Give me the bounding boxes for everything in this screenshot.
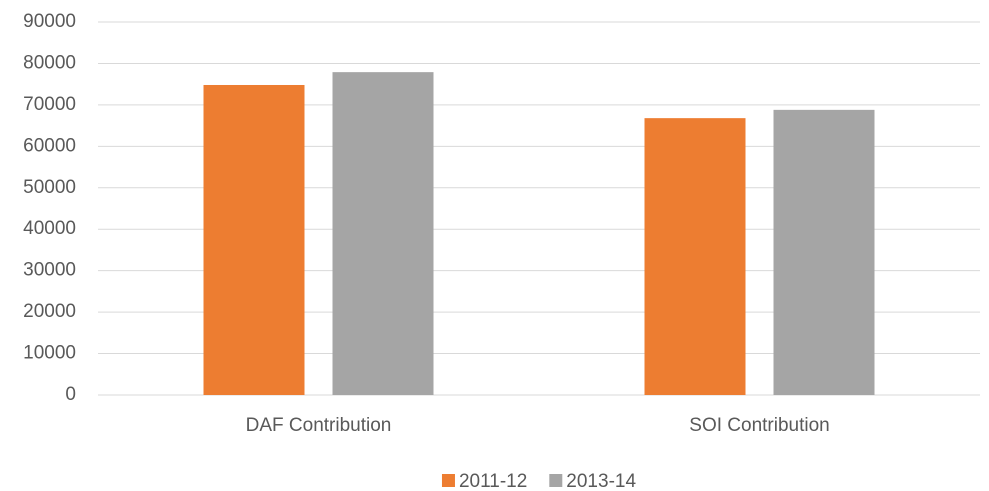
y-tick-label: 30000 (23, 260, 76, 281)
legend-label: 2013-14 (566, 471, 636, 491)
y-tick-label: 80000 (23, 52, 76, 73)
legend-swatch (441, 474, 455, 487)
y-tick-label: 50000 (23, 177, 76, 198)
bar (203, 84, 305, 396)
bar (332, 72, 434, 396)
legend-label: 2011-12 (459, 471, 527, 491)
x-tick-label: SOI Contribution (689, 415, 829, 436)
bar (644, 118, 746, 395)
y-tick-label: 0 (65, 384, 76, 405)
bar (773, 109, 875, 396)
y-tick-label: 40000 (23, 218, 76, 239)
legend-swatch (549, 474, 563, 487)
y-tick-label: 70000 (23, 94, 76, 115)
y-tick-label: 90000 (23, 11, 76, 32)
y-tick-label: 20000 (23, 301, 76, 322)
x-tick-label: DAF Contribution (246, 415, 392, 436)
y-tick-label: 10000 (23, 343, 76, 364)
y-tick-label: 60000 (23, 135, 76, 156)
